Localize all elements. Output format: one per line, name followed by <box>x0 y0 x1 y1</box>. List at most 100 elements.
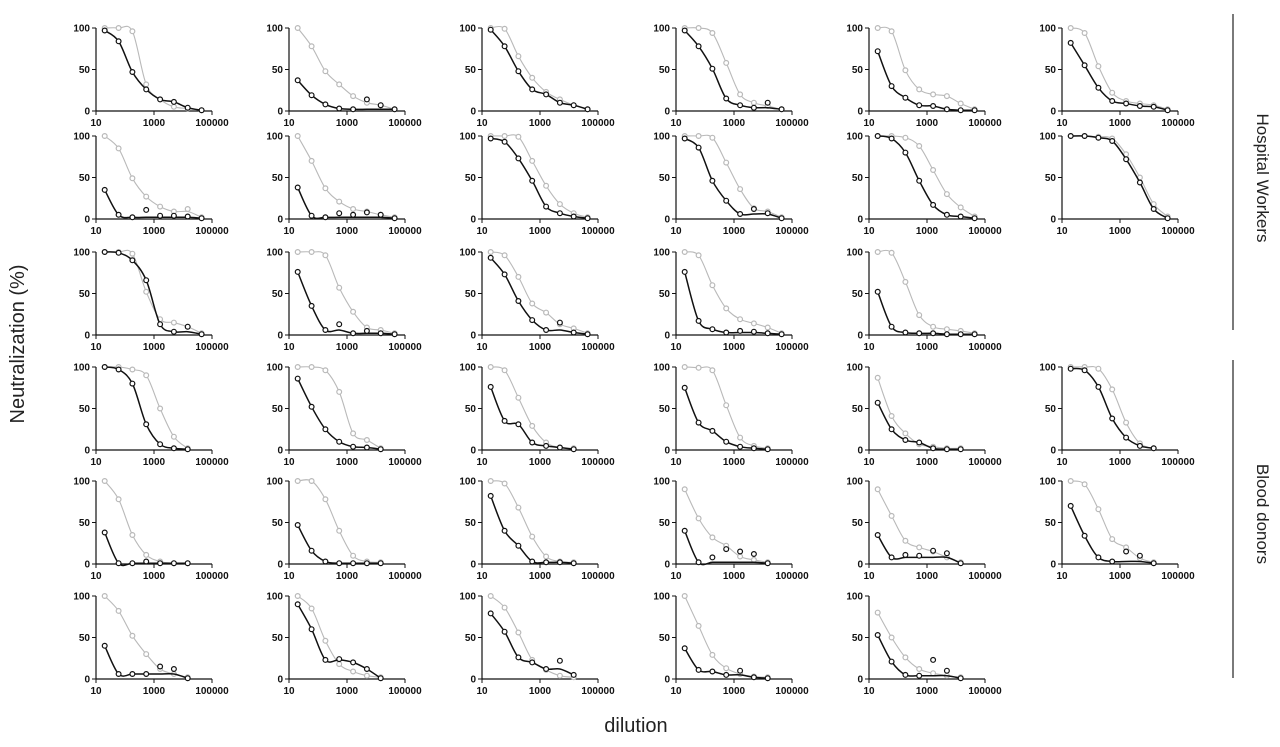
reference-fit-curve <box>877 249 975 334</box>
sample-data-point <box>902 149 909 156</box>
reference-data-point <box>737 434 744 441</box>
sample-data-point <box>115 249 122 256</box>
reference-data-point <box>750 320 757 327</box>
sample-data-point <box>916 102 923 109</box>
reference-data-point <box>308 157 315 164</box>
sample-data-point <box>363 96 370 103</box>
y-tick-label: 100 <box>73 363 90 374</box>
reference-fit-curve <box>104 595 188 678</box>
y-tick-label: 0 <box>1050 446 1056 457</box>
sample-data-point <box>515 298 522 305</box>
x-tick-label: 10 <box>90 118 102 129</box>
reference-data-point <box>709 651 716 658</box>
y-tick-label: 0 <box>664 560 670 571</box>
x-tick-label: 1000 <box>143 226 166 237</box>
sample-data-point <box>157 560 164 567</box>
y-tick-label: 100 <box>266 248 283 259</box>
reference-data-point <box>170 433 177 440</box>
sample-data-point <box>543 91 550 98</box>
x-tick-label: 100000 <box>388 342 422 353</box>
reference-data-point <box>336 388 343 395</box>
sample-data-point <box>143 277 150 284</box>
reference-data-point <box>874 609 881 616</box>
reference-data-point <box>529 74 536 81</box>
reference-data-point <box>322 185 329 192</box>
chart-panel-33: 0 50 100 10 1000 100000 <box>653 592 809 698</box>
sample-data-point <box>391 106 398 113</box>
reference-data-point <box>294 478 301 485</box>
y-tick-label: 50 <box>465 65 477 76</box>
sample-data-point <box>184 323 191 330</box>
sample-data-point <box>750 206 757 213</box>
reference-data-point <box>129 366 136 373</box>
sample-data-point <box>888 323 895 330</box>
reference-data-point <box>695 25 702 32</box>
y-tick-label: 50 <box>659 518 671 529</box>
y-tick-label: 100 <box>266 24 283 35</box>
sample-data-point <box>350 211 357 218</box>
x-tick-label: 100000 <box>775 686 809 697</box>
x-tick-label: 10 <box>670 342 682 353</box>
y-tick-label: 50 <box>272 404 284 415</box>
x-tick-label: 10 <box>476 686 488 697</box>
sample-data-point <box>363 444 370 451</box>
sample-data-point <box>902 671 909 678</box>
sample-data-point <box>888 554 895 561</box>
x-tick-label: 100000 <box>775 457 809 468</box>
reference-data-point <box>308 43 315 50</box>
x-tick-label: 1000 <box>143 118 166 129</box>
reference-data-point <box>350 206 357 213</box>
reference-data-point <box>681 249 688 256</box>
sample-data-point <box>1109 97 1116 104</box>
reference-data-point <box>501 25 508 32</box>
y-tick-label: 100 <box>1039 24 1056 35</box>
y-tick-label: 0 <box>470 215 476 226</box>
sample-data-point <box>184 675 191 682</box>
chart-panel-14: 0 50 100 10 1000 100000 <box>266 248 422 354</box>
reference-data-point <box>515 133 522 140</box>
y-tick-label: 0 <box>84 107 90 118</box>
x-tick-label: 10 <box>476 571 488 582</box>
reference-data-point <box>363 437 370 444</box>
reference-data-point <box>695 252 702 259</box>
sample-data-point <box>971 331 978 338</box>
y-tick-label: 50 <box>659 289 671 300</box>
chart-panel-17: 0 50 100 10 1000 100000 <box>846 248 1002 354</box>
sample-data-point <box>1067 365 1074 372</box>
sample-data-point <box>723 438 730 445</box>
reference-data-point <box>723 59 730 66</box>
sample-data-point <box>308 92 315 99</box>
reference-data-point <box>943 326 950 333</box>
chart-panel-18: 0 50 100 10 1000 100000 <box>73 363 229 469</box>
y-tick-label: 0 <box>470 446 476 457</box>
y-tick-label: 100 <box>73 24 90 35</box>
sample-data-point <box>501 527 508 534</box>
reference-data-point <box>916 312 923 319</box>
sample-data-point <box>515 542 522 549</box>
reference-fit-curve <box>490 134 588 218</box>
chart-panel-3: 0 50 100 10 1000 100000 <box>459 24 615 130</box>
sample-data-point <box>570 671 577 678</box>
y-tick-label: 0 <box>470 107 476 118</box>
sample-data-point <box>1136 179 1143 186</box>
y-tick-label: 50 <box>79 404 91 415</box>
x-tick-label: 1000 <box>723 686 746 697</box>
sample-data-point <box>377 446 384 453</box>
chart-panel-27: 0 50 100 10 1000 100000 <box>653 477 809 583</box>
reference-data-point <box>902 537 909 544</box>
sample-data-point <box>888 658 895 665</box>
y-tick-label: 0 <box>277 560 283 571</box>
reference-data-point <box>1067 25 1074 32</box>
y-tick-label: 50 <box>465 518 477 529</box>
x-tick-label: 1000 <box>916 571 939 582</box>
reference-data-point <box>129 28 136 35</box>
x-tick-label: 1000 <box>916 342 939 353</box>
sample-data-point <box>930 547 937 554</box>
y-tick-label: 0 <box>857 215 863 226</box>
sample-data-point <box>556 99 563 106</box>
reference-data-point <box>888 512 895 519</box>
sample-data-point <box>101 642 108 649</box>
reference-data-point <box>874 25 881 32</box>
blood-donors-label: Blood donors <box>1253 464 1272 564</box>
